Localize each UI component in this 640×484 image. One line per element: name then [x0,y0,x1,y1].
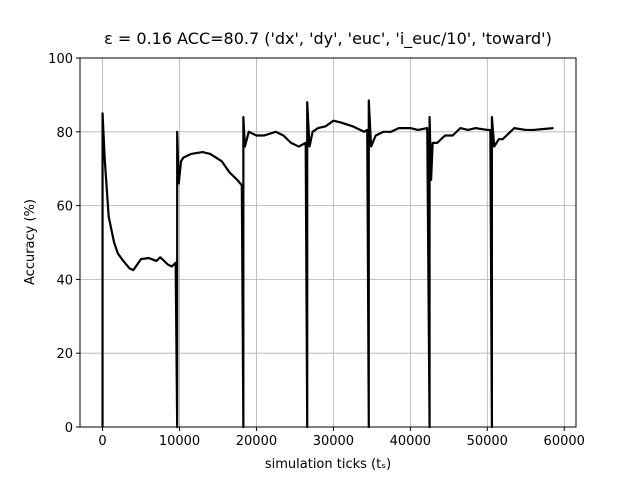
y-tick-label: 20 [56,347,73,362]
x-tick-label: 0 [98,434,106,449]
x-tick-label: 60000 [544,434,585,449]
y-tick-label: 40 [56,273,73,288]
x-tick-label: 20000 [236,434,277,449]
x-tick-label: 40000 [390,434,431,449]
x-tick-label: 50000 [467,434,508,449]
axes-frame [79,57,577,428]
chart-title: ε = 0.16 ACC=80.7 ('dx', 'dy', 'euc', 'i… [104,29,552,49]
x-tick-label: 10000 [159,434,200,449]
y-tick-label: 80 [56,126,73,141]
x-axis-label: simulation ticks (tₛ) [265,457,391,472]
y-axis-label: Accuracy (%) [23,199,38,285]
y-tick-label: 100 [48,52,73,67]
x-tick-label: 30000 [313,434,354,449]
data-line [101,99,554,429]
y-tick-label: 60 [56,200,73,215]
y-tick-label: 0 [65,421,73,436]
